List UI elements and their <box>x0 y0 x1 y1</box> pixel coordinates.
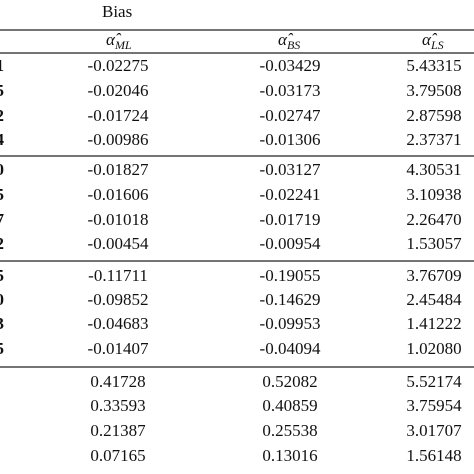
row-stub: 1 <box>0 56 4 75</box>
cell: 2.45484 <box>406 290 462 309</box>
row-stub: 5 <box>0 185 4 204</box>
cell: 0.07165 <box>90 446 145 465</box>
column-header: α̂BS <box>278 30 300 52</box>
row-stub: 5 <box>0 81 4 100</box>
cell: -0.01827 <box>88 160 149 179</box>
cell: -0.02241 <box>260 185 321 204</box>
cell: -0.00454 <box>88 234 149 253</box>
cell: -0.19055 <box>260 266 321 285</box>
cell: -0.03429 <box>260 56 321 75</box>
cell: -0.01018 <box>88 210 149 229</box>
cell: 1.02080 <box>406 339 461 358</box>
cell: 1.56148 <box>406 446 461 465</box>
cell: -0.00954 <box>260 234 321 253</box>
cell: 5.43315 <box>406 56 461 75</box>
cell: -0.02275 <box>88 56 149 75</box>
cell: -0.04094 <box>260 339 321 358</box>
row-stub: 5 <box>0 266 4 285</box>
cell: 3.75954 <box>406 396 462 415</box>
cell: 2.37371 <box>406 130 461 149</box>
cell: -0.03127 <box>260 160 321 179</box>
cell: -0.09852 <box>88 290 149 309</box>
row-stub: 2 <box>0 234 4 253</box>
cell: -0.01606 <box>88 185 149 204</box>
cell: 3.79508 <box>406 81 461 100</box>
cell: 2.87598 <box>406 106 461 125</box>
header-subscript: LS <box>430 38 444 52</box>
column-header: α̂LS <box>422 30 444 52</box>
cell: -0.14629 <box>260 290 321 309</box>
row-stub: 3 <box>0 314 4 333</box>
cell: -0.01407 <box>88 339 149 358</box>
cell: -0.00986 <box>88 130 149 149</box>
cell: 0.52082 <box>262 372 317 391</box>
cell: 0.33593 <box>90 396 145 415</box>
cell: 0.40859 <box>262 396 317 415</box>
cell: 2.26470 <box>406 210 461 229</box>
cell: 4.30531 <box>406 160 461 179</box>
cell: -0.01719 <box>260 210 321 229</box>
row-stub: 4 <box>0 130 5 149</box>
cell: -0.11711 <box>88 266 148 285</box>
cell: 3.01707 <box>406 421 462 440</box>
cell: -0.02046 <box>88 81 149 100</box>
cell: 3.76709 <box>406 266 461 285</box>
cell: 1.53057 <box>406 234 462 253</box>
cell: 3.10938 <box>406 185 461 204</box>
row-stub: 0 <box>0 160 4 179</box>
cell: -0.01306 <box>260 130 321 149</box>
row-stub: 7 <box>0 210 5 229</box>
cell: -0.02747 <box>260 106 321 125</box>
row-stub: 5 <box>0 339 4 358</box>
cell: -0.03173 <box>260 81 321 100</box>
row-stub: 0 <box>0 290 4 309</box>
cell: 1.41222 <box>406 314 461 333</box>
header-subscript: BS <box>287 38 300 52</box>
table-caption: Bias <box>102 2 132 21</box>
cell: 0.25538 <box>262 421 317 440</box>
row-stub: 2 <box>0 106 4 125</box>
cell: -0.01724 <box>88 106 149 125</box>
cell: 5.52174 <box>406 372 462 391</box>
cell: 0.13016 <box>262 446 317 465</box>
cell: -0.04683 <box>88 314 149 333</box>
cell: 0.41728 <box>90 372 145 391</box>
cell: -0.09953 <box>260 314 321 333</box>
header-subscript: ML <box>114 38 132 52</box>
column-header: α̂ML <box>106 30 132 52</box>
cell: 0.21387 <box>90 421 146 440</box>
